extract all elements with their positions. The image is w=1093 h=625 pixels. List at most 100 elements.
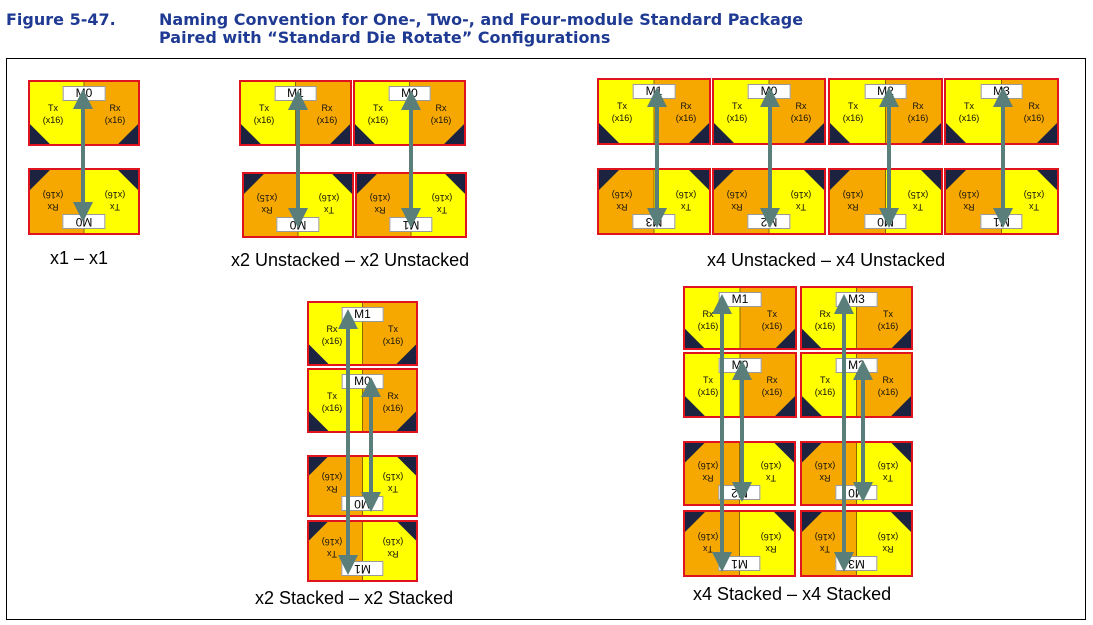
port-label-right: Rx (x16) [666,100,706,124]
die-m1-rotated: M1 Rx (x16) Tx (x16) [307,520,418,582]
port-direction: Tx [848,101,858,111]
die-m2: M2 Tx (x16) Rx (x16) [828,78,943,145]
module-label: M0 [718,358,762,373]
port-direction: Rx [326,484,338,494]
die-m3: M3 Tx (x16) Rx (x16) [944,78,1059,145]
corner-marker-left [355,124,375,144]
die-m0: M0 Tx (x16) Rx (x16) [712,78,826,145]
port-width: (x16) [814,461,836,471]
port-width: (x16) [382,336,404,346]
port-direction: Tx [324,205,334,215]
die-m3-rotated: M3 Tx (x16) Rx (x16) [597,168,711,235]
port-width: (x16) [430,115,452,125]
corner-marker-right [330,124,350,144]
port-direction: Tx [703,375,713,385]
port-width: (x16) [958,113,980,123]
port-direction: Tx [327,391,337,401]
port-width: (x16) [907,113,929,123]
corner-marker-left [599,123,619,143]
die-m1-rotated: M1 Tx (x15) Rx (x16) [944,168,1059,235]
port-width: (x16) [42,190,64,200]
corner-marker-left [332,174,352,194]
die-m0-rotated: M0 Tx (x15) Rx (x16) [307,455,418,517]
module-label: M1 [341,307,384,322]
port-width: (x16) [369,193,391,203]
die-labels: M0 Tx (x15) Rx (x16) [309,457,416,515]
die-labels: M2 Tx (x16) Rx (x16) [830,80,941,143]
port-label-right: Rx (x16) [688,460,728,484]
corner-marker-left [774,443,794,463]
port-width: (x16) [814,387,836,397]
port-label-right: Rx (x16) [949,189,989,213]
corner-marker-right [775,328,795,348]
port-width: (x15) [907,190,929,200]
port-direction: Tx [327,549,337,559]
port-width: (x16) [790,190,812,200]
port-width: (x16) [697,321,719,331]
caption-x2-unstacked: x2 Unstacked – x2 Unstacked [231,250,470,270]
corner-marker-right [244,174,264,194]
port-label-right: Rx (x16) [360,192,400,216]
port-label-left: Tx (x16) [95,189,135,213]
port-label-left: Tx (x16) [312,390,352,414]
port-width: (x16) [321,403,343,413]
port-label-left: Rx (x16) [868,531,908,555]
die-labels: M1 Tx (x16) Rx (x16) [599,80,709,143]
port-label-right: Tx (x16) [312,536,352,560]
port-direction: Rx [731,202,743,212]
corner-marker-left [118,170,138,190]
corner-marker-left [802,396,822,416]
port-label-right: Tx (x16) [688,531,728,555]
port-label-left: Tx (x16) [309,192,349,216]
port-direction: Rx [882,375,894,385]
port-label-right: Rx (x16) [602,189,642,213]
port-label-right: Rx (x16) [421,102,461,126]
port-width: (x16) [842,113,864,123]
port-direction: Tx [732,101,742,111]
caption-x4-stacked: x4 Stacked – x4 Stacked [693,584,892,604]
corner-marker-left [946,123,966,143]
port-width: (x16) [842,190,864,200]
port-width: (x15) [382,472,404,482]
port-width: (x16) [697,532,719,542]
die-labels: M1 Tx (x15) Rx (x16) [946,170,1057,233]
port-width: (x16) [611,190,633,200]
corner-marker-left [802,328,822,348]
die-labels: M0 Tx (x16) Rx (x16) [685,354,795,416]
die-m3: M3 Rx (x16) Tx (x16) [800,286,913,350]
corner-marker-right [1037,123,1057,143]
die-background [946,170,1057,233]
port-width: (x16) [316,115,338,125]
module-label: M3 [980,84,1023,99]
port-label-right: Tx (x16) [752,308,792,332]
module-label: M1 [341,561,384,576]
die-labels: M1 Rx (x16) Tx (x16) [685,512,794,575]
port-label-right: Rx (x16) [805,460,845,484]
die-background [355,82,464,144]
port-direction: Tx [820,375,830,385]
die-m0-rotated: M0 Tx (x16) Rx (x15) [242,172,354,238]
die-m1-rotated: M1 Tx (x16) Rx (x16) [355,172,467,238]
port-label-right: Rx (x16) [33,189,73,213]
port-width: (x16) [697,387,719,397]
corner-marker-right [946,170,966,190]
die-labels: M3 Rx (x16) Tx (x16) [802,512,911,575]
die-labels: M1 Rx (x16) Tx (x16) [309,522,416,580]
port-width: (x16) [877,321,899,331]
port-width: (x16) [1023,113,1045,123]
port-direction: Tx [437,205,447,215]
port-label-left: Tx (x16) [868,460,908,484]
module-label: M1 [389,217,433,232]
port-width: (x16) [382,537,404,547]
corner-marker-right [830,170,850,190]
port-direction: Tx [964,101,974,111]
port-direction: Rx [387,391,399,401]
port-label-right: Tx (x16) [868,308,908,332]
port-width: (x16) [42,115,64,125]
port-width: (x16) [253,115,275,125]
port-label-right: Rx (x16) [373,390,413,414]
port-width: (x16) [321,472,343,482]
port-label-left: Tx (x16) [805,374,845,398]
port-direction: Rx [374,205,386,215]
caption-x1-x1: x1 – x1 [50,248,109,268]
